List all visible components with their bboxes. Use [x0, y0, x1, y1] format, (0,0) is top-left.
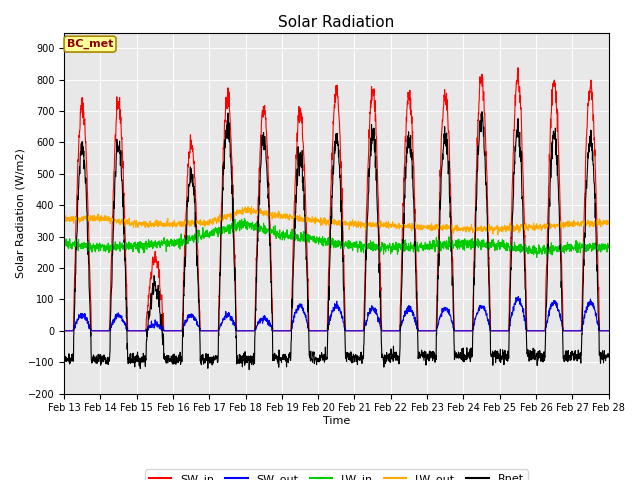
- Rnet: [495, 355, 502, 360]
- X-axis label: Time: Time: [323, 416, 350, 426]
- Rnet: [352, 352, 360, 358]
- SW_out: [364, 314, 372, 320]
- SW_in: [212, 328, 220, 334]
- Rnet: [245, 367, 253, 372]
- LW_out: [60, 216, 68, 221]
- SW_in: [557, 217, 564, 223]
- SW_in: [514, 65, 522, 71]
- LW_in: [605, 242, 612, 248]
- Rnet: [60, 358, 68, 364]
- LW_in: [557, 246, 564, 252]
- Rnet: [478, 109, 486, 115]
- Rnet: [364, 206, 372, 212]
- LW_out: [352, 219, 360, 225]
- Line: LW_in: LW_in: [64, 218, 609, 257]
- Rnet: [605, 354, 612, 360]
- SW_out: [557, 313, 564, 319]
- Y-axis label: Solar Radiation (W/m2): Solar Radiation (W/m2): [15, 148, 25, 278]
- Rnet: [572, 353, 580, 359]
- SW_in: [60, 328, 68, 334]
- SW_in: [605, 328, 612, 334]
- LW_in: [533, 254, 541, 260]
- SW_out: [605, 328, 612, 334]
- LW_out: [605, 221, 612, 227]
- LW_out: [248, 203, 255, 209]
- Line: LW_out: LW_out: [64, 206, 609, 235]
- SW_in: [495, 328, 502, 334]
- LW_out: [494, 232, 502, 238]
- SW_out: [352, 328, 360, 334]
- LW_out: [495, 227, 502, 232]
- Line: Rnet: Rnet: [64, 112, 609, 370]
- LW_in: [241, 216, 248, 221]
- Line: SW_out: SW_out: [64, 297, 609, 331]
- SW_in: [572, 328, 580, 334]
- LW_out: [212, 218, 220, 224]
- LW_in: [572, 238, 580, 243]
- LW_in: [352, 244, 360, 250]
- Legend: SW_in, SW_out, LW_in, LW_out, Rnet: SW_in, SW_out, LW_in, LW_out, Rnet: [145, 469, 528, 480]
- LW_out: [572, 221, 580, 227]
- LW_in: [60, 240, 68, 246]
- SW_out: [495, 328, 502, 334]
- SW_out: [60, 328, 68, 334]
- SW_out: [212, 328, 220, 334]
- LW_in: [364, 245, 372, 251]
- SW_in: [352, 328, 360, 334]
- LW_in: [212, 228, 220, 233]
- SW_out: [572, 328, 580, 334]
- Title: Solar Radiation: Solar Radiation: [278, 15, 394, 30]
- Rnet: [212, 355, 220, 360]
- Text: BC_met: BC_met: [67, 39, 113, 49]
- LW_in: [495, 244, 502, 250]
- SW_in: [364, 170, 372, 176]
- LW_out: [364, 220, 372, 226]
- LW_out: [557, 225, 564, 231]
- Line: SW_in: SW_in: [64, 68, 609, 331]
- Rnet: [557, 262, 564, 267]
- SW_out: [515, 294, 522, 300]
